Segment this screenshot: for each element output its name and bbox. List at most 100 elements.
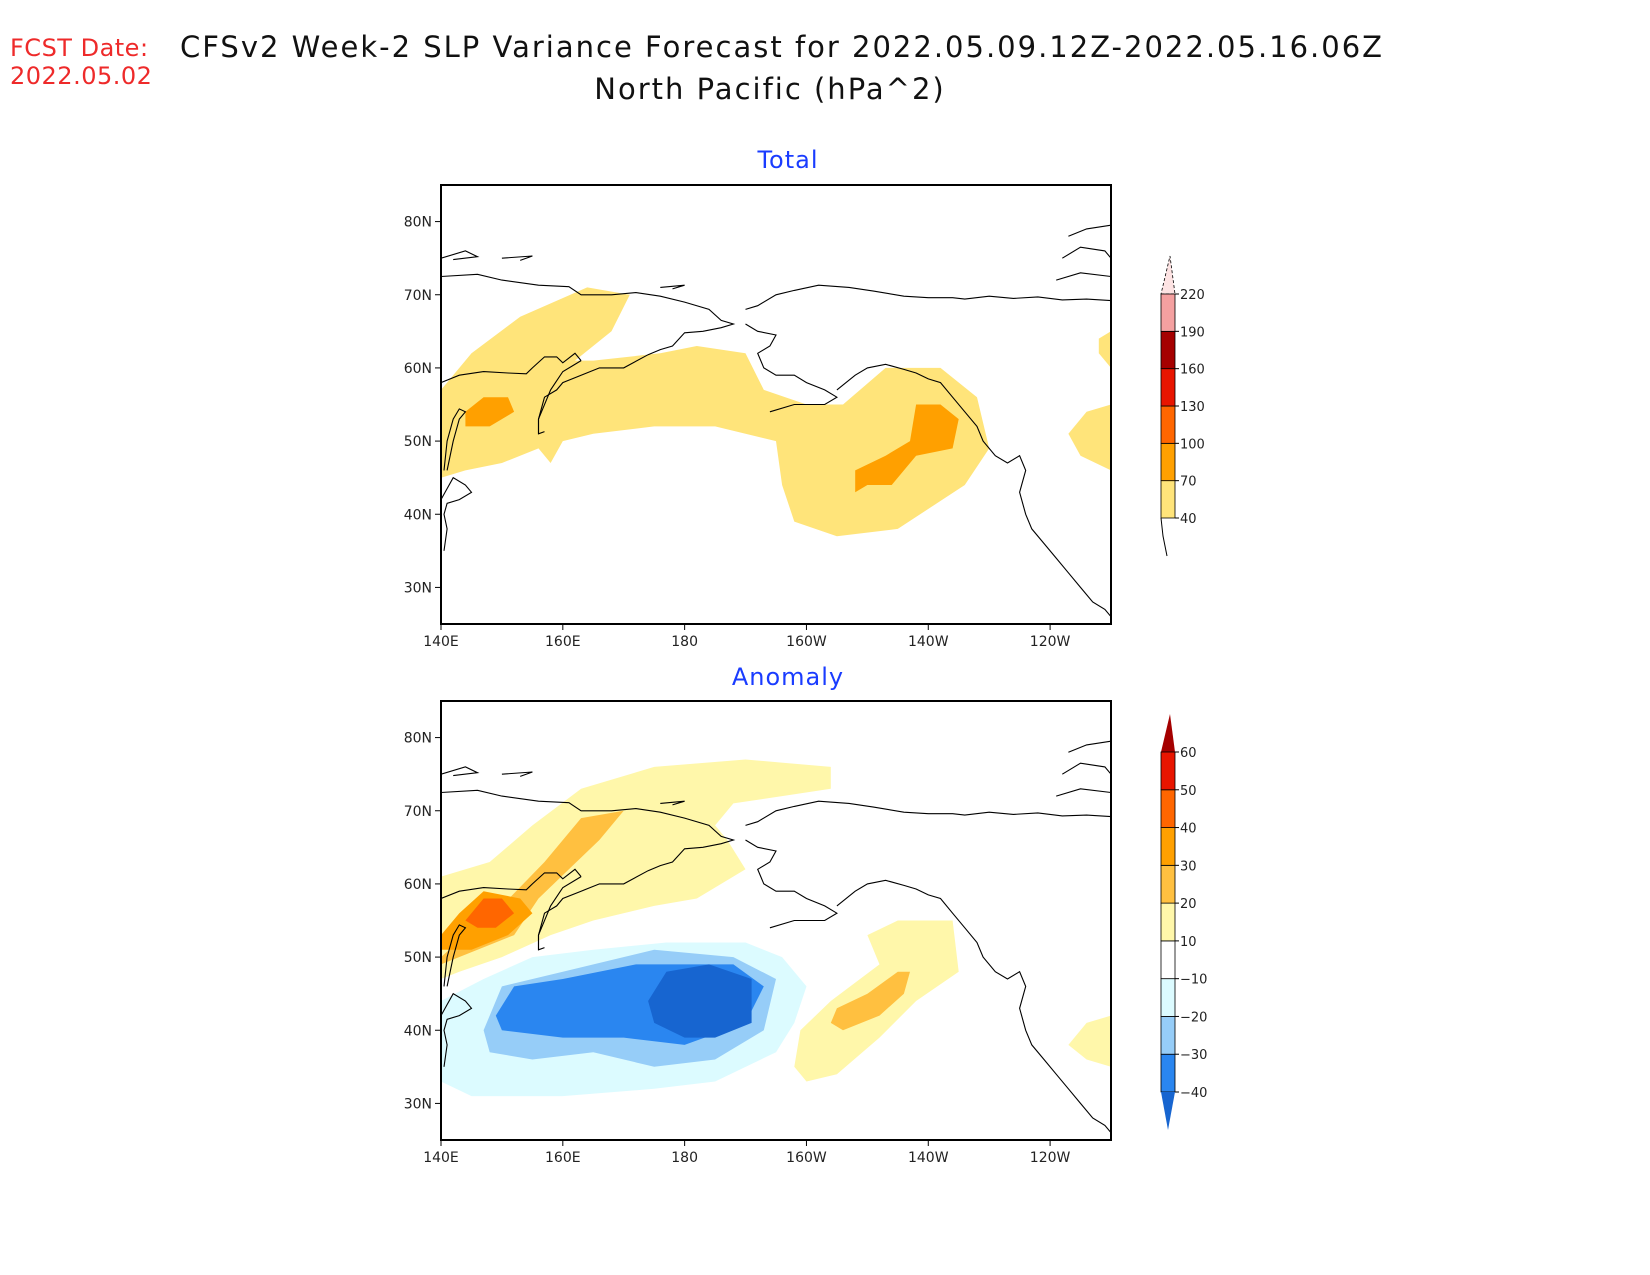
y-tick-label: 40N [404,1023,432,1039]
map-frame [440,700,1112,1141]
figure-subtitle: North Pacific (hPa^2) [594,72,946,106]
forecast-date-block: FCST Date: 2022.05.02 [10,34,152,90]
coastline [745,800,1111,826]
anomaly-panel: Anomaly 30N 40N 50N 60N 70N 80N 140E 160E 180 160W… [404,663,1208,1166]
y-tick-label: 60N [404,361,432,377]
shaded-region [648,964,752,1038]
shaded-region [1068,1015,1111,1067]
shaded-region [1068,404,1111,471]
y-tick-label: 50N [404,950,432,966]
colorbar-triangle-top [1161,714,1175,752]
colorbar-box [1160,368,1176,407]
x-tick-label: 160E [545,634,581,650]
colorbar-triangle-top [1160,255,1176,295]
colorbar-box [1160,330,1176,370]
y-tick-label: 80N [404,731,432,747]
coastline [441,250,480,261]
colorbar: −40 −30 −20 −10 10 20 30 40 50 60 [1160,714,1207,1130]
colorbar-box [1160,902,1176,942]
colorbar-label: 220 [1180,288,1205,303]
x-tick-label: 120W [1030,634,1071,650]
total-panel: Total 30N 40N 50N 60N 70N 80N 140E 160E 180 160W 14… [404,146,1205,650]
shaded-region [830,971,910,1031]
coastline [443,408,467,471]
x-tick-label: 160W [786,634,827,650]
coastline [745,284,1111,310]
colorbar-label: −20 [1180,1010,1207,1025]
y-tick-label: 30N [404,580,432,596]
x-tick-label: 160W [786,1150,827,1166]
colorbar-label: −40 [1180,1086,1207,1101]
x-tick-label: 140E [423,634,459,650]
forecast-date-label: FCST Date: [10,34,149,62]
shaded-region [1098,331,1111,368]
colorbar-box [1160,1016,1176,1055]
coastlines [441,224,1111,618]
coastline [501,255,533,261]
coastline [836,879,1111,1134]
figure-title: CFSv2 Week-2 SLP Variance Forecast for 2… [180,30,1385,64]
shaded-region [465,898,515,928]
y-tick-label: 40N [404,507,432,523]
colorbar-box [1160,442,1176,482]
colorbar: 40 70 100 130 160 190 220 [1160,255,1205,557]
coastline [441,766,480,777]
coastline [441,352,582,384]
colorbar-box [1160,978,1176,1017]
x-tick-label: 140W [908,1150,949,1166]
shaded-region [465,397,515,427]
colorbar-box [1160,1053,1176,1093]
x-tick-label: 140W [908,634,949,650]
panel-title: Anomaly [732,663,844,691]
coastline [1062,246,1111,259]
y-tick-label: 70N [404,804,432,820]
y-tick-label: 50N [404,434,432,450]
coastlines [441,740,1111,1134]
coastline [1068,224,1111,237]
shaded-regions [441,287,1111,537]
map-frame [440,184,1112,625]
y-tick-label: 70N [404,288,432,304]
x-tick-label: 160E [545,1150,581,1166]
colorbar-lower-open [1160,517,1168,557]
colorbar-label: 50 [1180,784,1197,799]
colorbar-label: 30 [1180,859,1197,874]
coastline [1062,762,1111,775]
coastline [501,771,533,777]
colorbar-label: 10 [1180,935,1197,950]
colorbar-label: 190 [1180,325,1205,340]
colorbar-label: 20 [1180,897,1197,912]
coastline [443,924,467,987]
colorbar-label: 130 [1180,400,1205,415]
y-tick-label: 60N [404,877,432,893]
colorbar-box [1160,480,1176,519]
colorbar-label: 40 [1180,822,1197,837]
x-tick-label: 180 [671,634,698,650]
coastline [745,839,838,929]
y-tick-label: 30N [404,1096,432,1112]
coastline [836,363,1111,618]
x-tick-label: 180 [671,1150,698,1166]
shaded-region [441,759,831,979]
coastline [441,789,736,950]
coastline [537,876,582,951]
colorbar-box [1160,827,1176,866]
colorbar-label: 160 [1180,363,1205,378]
colorbar-box [1160,789,1176,828]
coastline [1068,740,1111,753]
colorbar-label: −10 [1180,973,1207,988]
shaded-region [855,404,959,493]
coastline [745,323,838,413]
colorbar-label: 60 [1180,746,1197,761]
y-tick-label: 80N [404,215,432,231]
shaded-regions [441,759,1111,1097]
x-tick-label: 120W [1030,1150,1071,1166]
panel-title: Total [756,146,818,174]
coastline [441,476,473,551]
colorbar-box [1160,940,1176,980]
colorbar-triangle-bottom [1161,1092,1175,1130]
colorbar-box [1160,751,1176,791]
coastline [441,868,582,900]
shaded-region [441,287,990,537]
